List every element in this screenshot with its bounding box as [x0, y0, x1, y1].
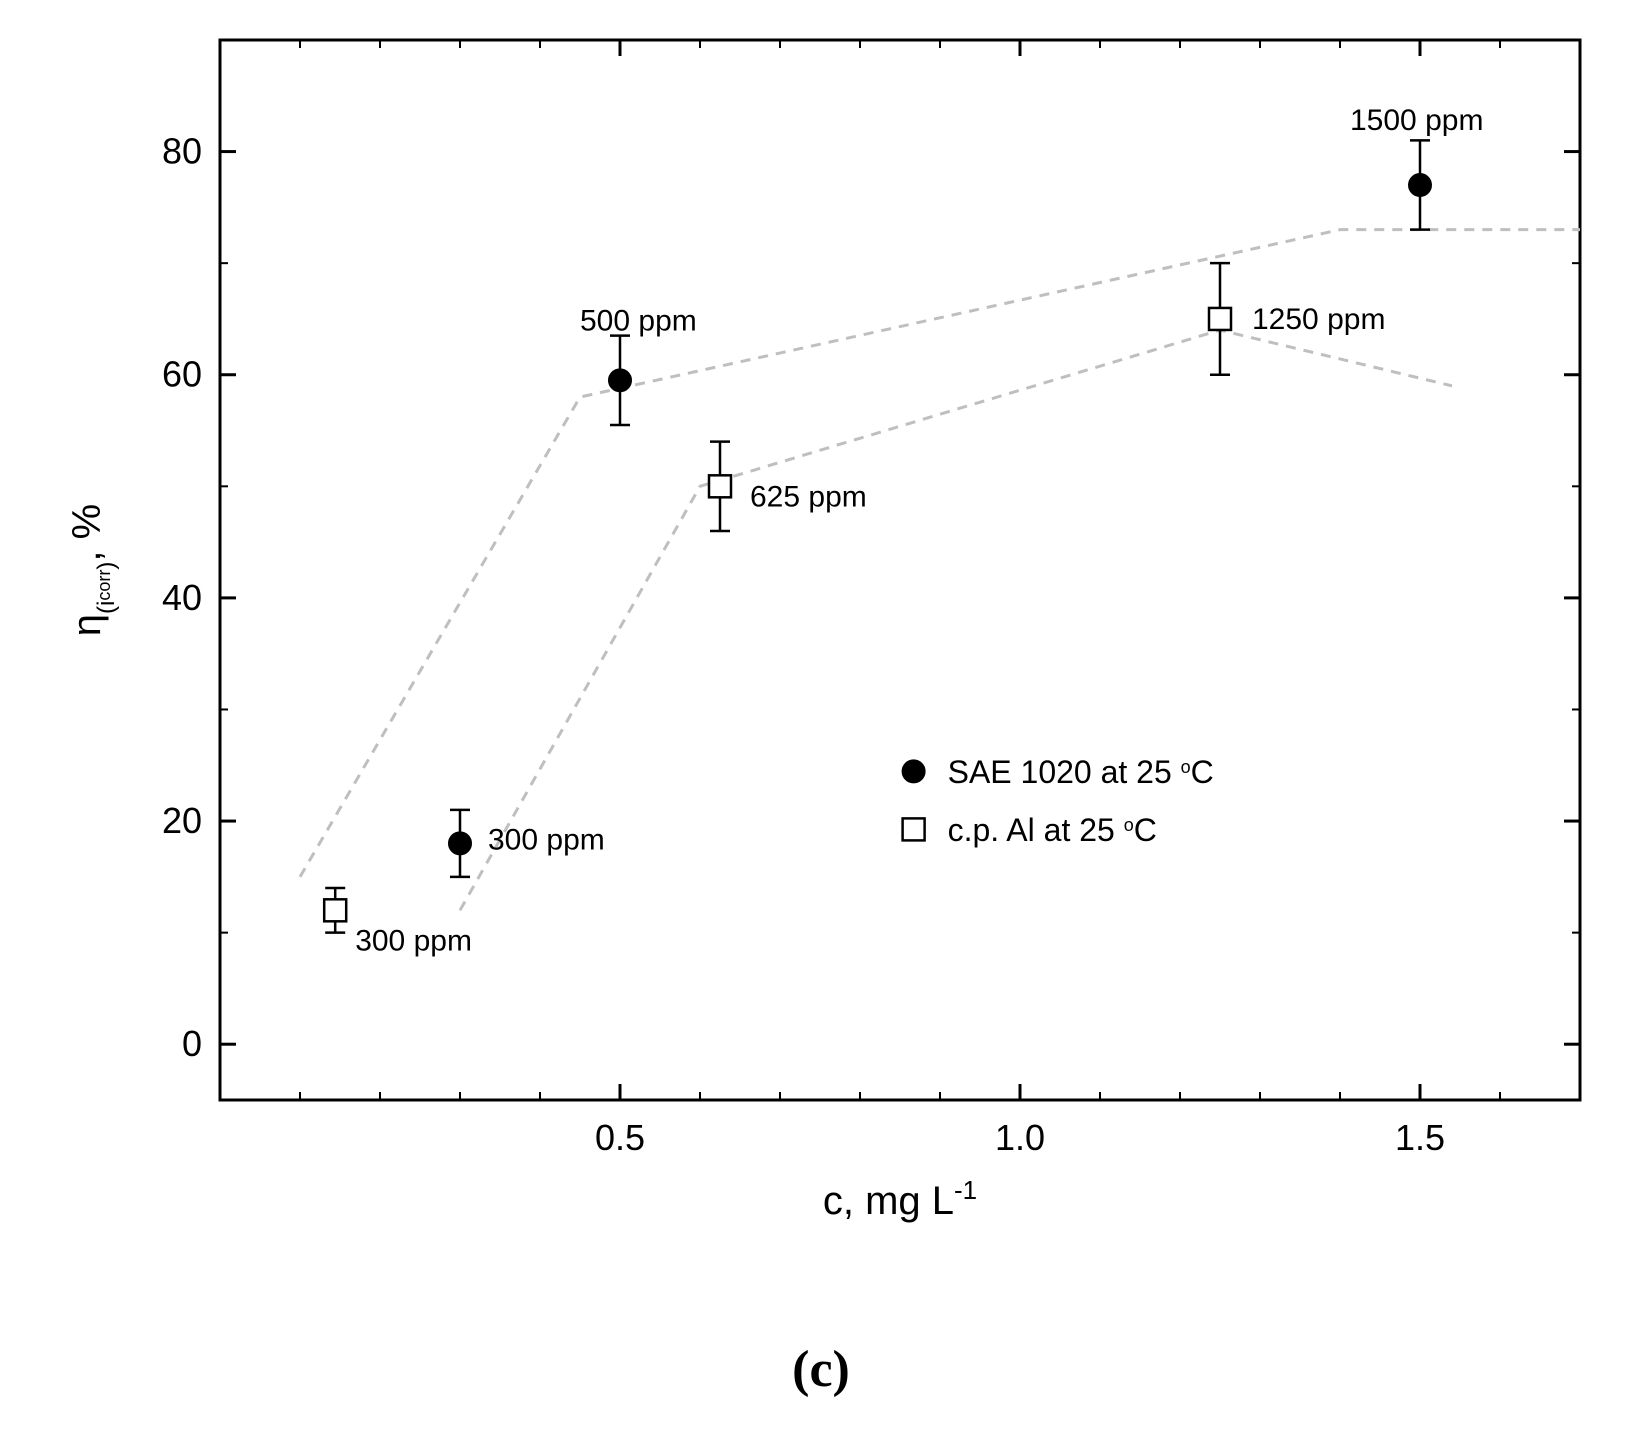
legend-item-sae1020: SAE 1020 at 25 oC: [948, 754, 1214, 790]
chart-svg: 0.5 1.0 1.5 0 20 40 60 80 300 ppm 500 ppm 1500 ppm…: [0, 0, 1642, 1300]
svg-text:0.5: 0.5: [595, 1117, 645, 1158]
svg-text:20: 20: [162, 800, 202, 841]
caption-letter: c: [809, 1341, 832, 1398]
point-label-sae1020-2: 1500 ppm: [1350, 104, 1483, 137]
figure-caption: (c): [0, 1340, 1642, 1399]
point-label-cpal-2: 1250 ppm: [1252, 303, 1385, 336]
point-label-sae1020-1: 500 ppm: [580, 304, 697, 337]
svg-text:60: 60: [162, 354, 202, 395]
point-label-sae1020-0: 300 ppm: [488, 823, 605, 856]
svg-text:0: 0: [182, 1023, 202, 1064]
svg-text:80: 80: [162, 131, 202, 172]
chart-svg-host: 0.5 1.0 1.5 0 20 40 60 80 300 ppm 500 ppm 1500 ppm…: [0, 0, 1642, 1300]
figure-container: 0.5 1.0 1.5 0 20 40 60 80 300 ppm 500 ppm 1500 ppm…: [0, 0, 1642, 1429]
svg-text:1.0: 1.0: [995, 1117, 1045, 1158]
point-label-cpal-1: 625 ppm: [750, 480, 867, 513]
point-label-cpal-0: 300 ppm: [355, 924, 472, 957]
svg-text:1.5: 1.5: [1395, 1117, 1445, 1158]
svg-text:40: 40: [162, 577, 202, 618]
x-axis-label: c, mg L-1: [823, 1175, 977, 1223]
